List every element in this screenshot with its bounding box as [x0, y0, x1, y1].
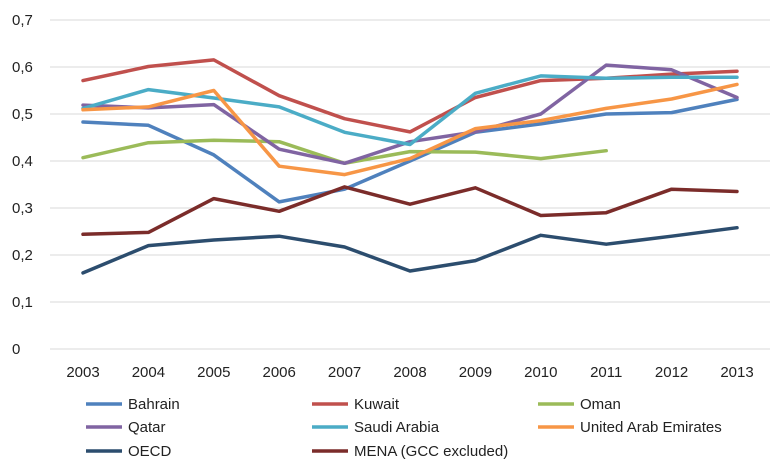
series-line-kuwait — [81, 58, 739, 134]
legend-label: Qatar — [128, 419, 166, 436]
y-tick-label: 0,2 — [12, 247, 33, 264]
x-tick-label: 2013 — [720, 364, 753, 381]
x-tick-label: 2010 — [524, 364, 557, 381]
legend-label: Kuwait — [354, 396, 400, 413]
x-tick-label: 2004 — [132, 364, 165, 381]
series-line-oman — [81, 138, 608, 166]
x-tick-label: 2005 — [197, 364, 230, 381]
legend-label: MENA (GCC excluded) — [354, 443, 508, 460]
x-tick-label: 2003 — [66, 364, 99, 381]
series-line-united-arab-emirates — [81, 82, 739, 177]
legend-item-mena-gcc-excluded: MENA (GCC excluded) — [312, 443, 508, 460]
x-tick-label: 2006 — [263, 364, 296, 381]
y-tick-label: 0,3 — [12, 200, 33, 217]
series-line-qatar — [81, 63, 739, 166]
legend-item-united-arab-emirates: United Arab Emirates — [538, 419, 722, 436]
x-tick-label: 2012 — [655, 364, 688, 381]
legend-label: Saudi Arabia — [354, 419, 440, 436]
legend-label: United Arab Emirates — [580, 419, 722, 436]
x-axis-ticks: 2003 2004 2005 2006 2007 2008 2009 2010 2011 2012… — [66, 364, 753, 381]
legend-item-oecd: OECD — [86, 443, 172, 460]
y-tick-label: 0,5 — [12, 106, 33, 123]
y-tick-label: 0,4 — [12, 153, 33, 170]
legend-item-oman: Oman — [538, 396, 621, 413]
x-tick-label: 2009 — [459, 364, 492, 381]
y-tick-label: 0,7 — [12, 12, 33, 29]
legend-label: OECD — [128, 443, 172, 460]
series-line-saudi-arabia — [81, 74, 739, 147]
legend-item-bahrain: Bahrain — [86, 396, 180, 413]
series-line-bahrain — [81, 97, 739, 204]
legend-item-qatar: Qatar — [86, 419, 166, 436]
y-tick-label: 0,1 — [12, 294, 33, 311]
legend: Bahrain Kuwait Oman Qatar Saudi Arabia United… — [86, 396, 722, 460]
y-axis-ticks: 0 0,1 0,2 0,3 0,4 0,5 0,6 0,7 — [12, 12, 33, 358]
series-line-mena-gcc-excluded — [81, 185, 739, 237]
x-tick-label: 2011 — [590, 364, 622, 381]
legend-item-saudi-arabia: Saudi Arabia — [312, 419, 440, 436]
x-tick-label: 2008 — [393, 364, 426, 381]
legend-label: Oman — [580, 396, 621, 413]
x-tick-label: 2007 — [328, 364, 361, 381]
legend-item-kuwait: Kuwait — [312, 396, 400, 413]
y-tick-label: 0 — [12, 341, 20, 358]
series-lines — [81, 58, 739, 275]
series-line-oecd — [81, 225, 739, 275]
y-tick-label: 0,6 — [12, 59, 33, 76]
legend-label: Bahrain — [128, 396, 180, 413]
